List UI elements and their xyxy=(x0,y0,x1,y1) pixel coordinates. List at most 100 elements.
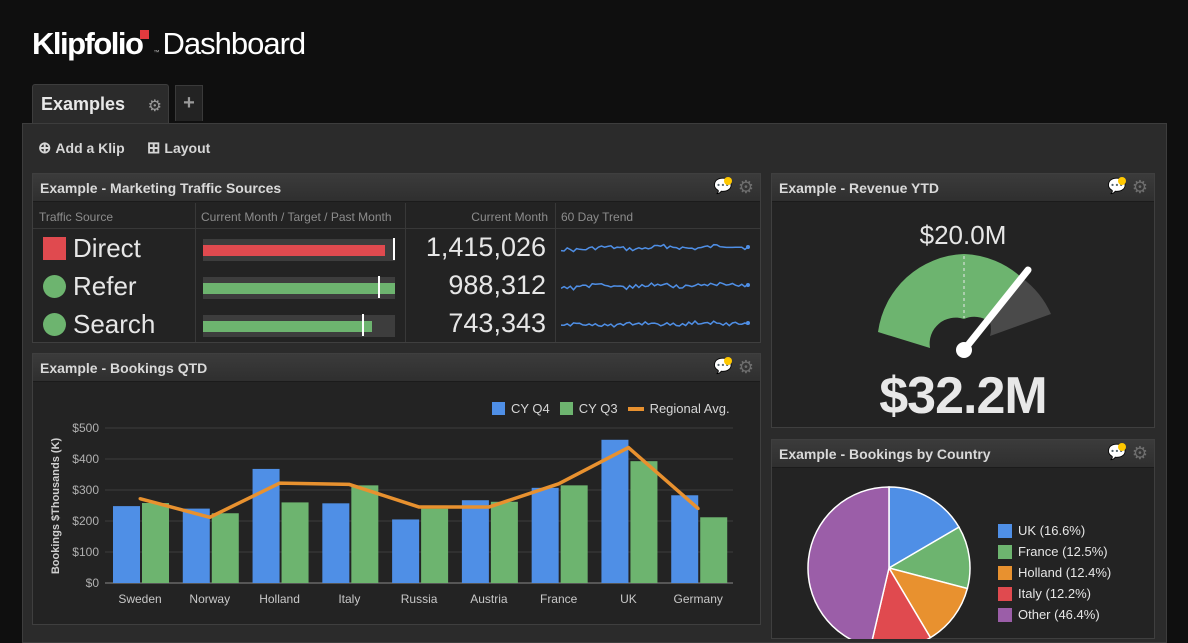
pie-legend-swatch xyxy=(998,523,1012,538)
x-tick-label: Italy xyxy=(338,592,360,606)
legend-swatch-cy-q4 xyxy=(492,402,505,415)
klip-title: Example - Marketing Traffic Sources xyxy=(40,179,282,196)
layout-button[interactable]: ⊞ Layout xyxy=(147,138,210,158)
pie-legend-swatch xyxy=(998,607,1012,622)
bookings-chart: $0 $100 $200 $300 $400 $500 Bookings $Thousand… xyxy=(50,421,733,606)
bar-cy-q3 xyxy=(630,461,658,583)
x-tick-label: Russia xyxy=(401,592,438,606)
tab-examples[interactable]: Examples ⚙ xyxy=(32,84,169,124)
klip-icons: 💬 ⚙ xyxy=(1107,443,1148,463)
gauge-value-label: $32.2M xyxy=(879,367,1047,425)
x-tick-label: Austria xyxy=(470,592,508,606)
tab-label: Examples xyxy=(41,94,126,114)
pie-legend-item: UK (16.6%) xyxy=(998,520,1111,541)
bar-cy-q3 xyxy=(490,501,518,583)
klip-title: Example - Bookings by Country xyxy=(779,445,991,462)
klip-title: Example - Bookings QTD xyxy=(40,359,208,376)
notification-dot xyxy=(1117,443,1126,451)
trend-sparkline xyxy=(561,320,750,328)
layout-label: Layout xyxy=(164,140,211,156)
bar-cy-q4 xyxy=(461,500,489,583)
klip-header: Example - Revenue YTD 💬 ⚙ xyxy=(772,174,1154,202)
bar-cy-q4 xyxy=(671,495,699,583)
divider xyxy=(405,203,406,342)
traffic-row: Direct 1,415,026 xyxy=(33,229,760,267)
add-tab-plus-icon[interactable]: + xyxy=(175,85,203,121)
comment-icon[interactable]: 💬 xyxy=(1107,443,1127,461)
pie-legend-label: Italy (12.2%) xyxy=(1018,586,1091,601)
current-month-value: 1,415,026 xyxy=(425,232,546,262)
pie-legend-item: Other (46.4%) xyxy=(998,604,1111,625)
target-marker xyxy=(362,314,364,336)
gear-icon[interactable]: ⚙ xyxy=(737,177,754,197)
pie-legend-swatch xyxy=(998,544,1012,559)
bar-cy-q4 xyxy=(601,439,629,583)
source-label: Search xyxy=(73,309,156,339)
comment-icon[interactable]: 💬 xyxy=(1107,177,1127,195)
notification-dot xyxy=(723,177,732,185)
bar-cy-q4 xyxy=(531,487,559,583)
trend-end-point xyxy=(746,321,750,325)
gauge-target-band xyxy=(878,254,964,348)
regional-avg-point xyxy=(208,515,212,519)
gauge-target-band-right xyxy=(964,254,1022,322)
klipfolio-logo: Klipfolio ™ Dashboard xyxy=(32,22,306,62)
klip-icons: 💬 ⚙ xyxy=(713,357,754,377)
gear-icon[interactable]: ⚙ xyxy=(737,357,754,377)
klip-header: Example - Marketing Traffic Sources 💬 ⚙ xyxy=(33,174,760,202)
target-marker xyxy=(378,276,380,298)
gear-icon[interactable]: ⚙ xyxy=(1131,443,1148,463)
klip-header: Example - Bookings by Country 💬 ⚙ xyxy=(772,440,1154,468)
tab-settings-gear-icon[interactable]: ⚙ xyxy=(147,98,162,115)
current-month-bar xyxy=(203,321,372,332)
trend-line xyxy=(561,281,749,291)
trend-sparkline xyxy=(561,243,750,253)
legend-label-cy-q4: CY Q4 xyxy=(511,401,550,416)
notification-dot xyxy=(1117,177,1126,185)
source-swatch xyxy=(43,313,66,336)
pie-legend-label: France (12.5%) xyxy=(1018,544,1108,559)
legend-swatch-cy-q3 xyxy=(559,402,573,415)
regional-avg-point xyxy=(138,497,142,501)
comment-icon[interactable]: 💬 xyxy=(713,177,733,195)
logo-brand: Klipfolio xyxy=(32,26,144,61)
pie-slice xyxy=(807,486,890,639)
klip-header: Example - Bookings QTD 💬 ⚙ xyxy=(33,354,760,382)
y-tick-label: $400 xyxy=(72,452,99,466)
current-month-value: 743,343 xyxy=(448,308,546,338)
bar-cy-q3 xyxy=(211,513,239,583)
add-klip-button[interactable]: ⊕ Add a Klip xyxy=(38,138,125,158)
trend-line xyxy=(561,320,749,328)
pie-legend-label: Other (46.4%) xyxy=(1018,607,1100,622)
divider xyxy=(555,203,556,342)
y-tick-label: $300 xyxy=(72,483,99,497)
bar-cy-q3 xyxy=(281,502,309,583)
logo-tm: ™ xyxy=(153,50,160,56)
logo-product: Dashboard xyxy=(162,26,306,61)
grid-icon: ⊞ xyxy=(147,140,161,157)
x-tick-label: Sweden xyxy=(118,592,161,606)
klip-icons: 💬 ⚙ xyxy=(713,177,754,197)
x-tick-label: Holland xyxy=(259,592,300,606)
gauge-needle xyxy=(960,266,1032,354)
x-tick-label: France xyxy=(540,592,578,606)
pie-legend-swatch xyxy=(998,565,1012,580)
gear-icon[interactable]: ⚙ xyxy=(1131,177,1148,197)
pie-legend-label: UK (16.6%) xyxy=(1018,523,1086,538)
target-marker xyxy=(393,238,395,260)
source-label: Refer xyxy=(73,271,137,301)
comment-icon[interactable]: 💬 xyxy=(713,357,733,375)
klip-icons: 💬 ⚙ xyxy=(1107,177,1148,197)
regional-avg-point xyxy=(557,482,561,486)
pie-legend: UK (16.6%) France (12.5%) Holland (12.4%) I… xyxy=(998,520,1111,625)
bar-cy-q4 xyxy=(182,508,210,583)
divider xyxy=(195,203,196,342)
gauge-hub xyxy=(956,342,972,358)
traffic-row: Refer 988,312 xyxy=(33,267,760,305)
bar-cy-q3 xyxy=(560,485,588,583)
klip-bookings-by-country: Example - Bookings by Country 💬 ⚙ UK (16… xyxy=(771,439,1155,639)
source-swatch xyxy=(43,237,66,260)
regional-avg-point xyxy=(417,505,421,509)
pie-legend-swatch xyxy=(998,586,1012,601)
bar-cy-q3 xyxy=(351,485,379,583)
